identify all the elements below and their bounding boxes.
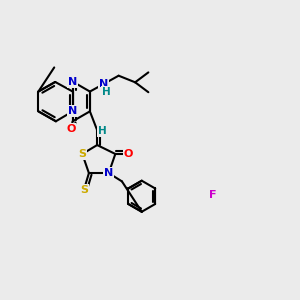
Text: O: O xyxy=(124,149,133,159)
Text: F: F xyxy=(209,190,217,200)
Text: H: H xyxy=(98,126,106,136)
Text: N: N xyxy=(99,79,108,89)
Text: O: O xyxy=(66,124,75,134)
Text: S: S xyxy=(78,149,86,159)
Text: N: N xyxy=(68,106,77,116)
Text: N: N xyxy=(104,168,113,178)
Text: N: N xyxy=(68,76,77,87)
Text: S: S xyxy=(80,184,88,195)
Text: H: H xyxy=(102,86,111,97)
